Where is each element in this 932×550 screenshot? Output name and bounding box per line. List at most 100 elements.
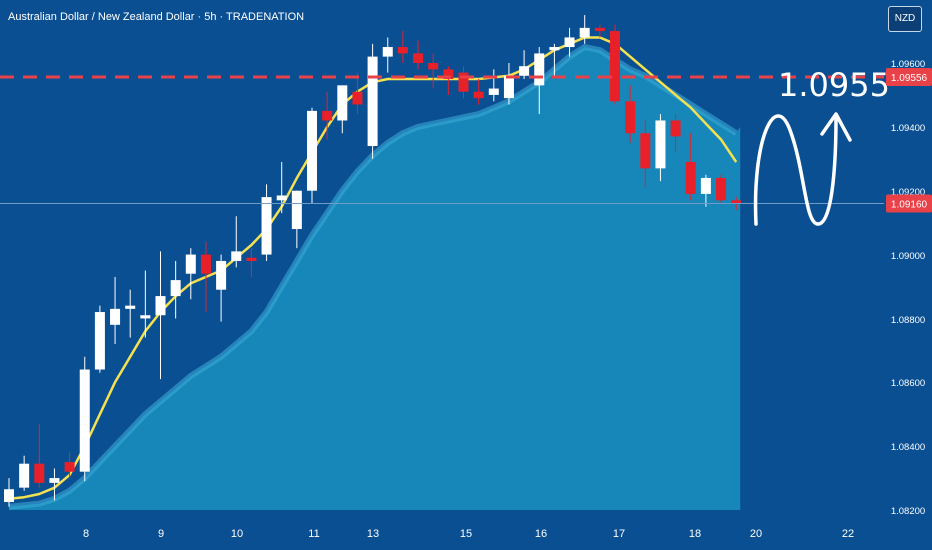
candle-body: [170, 280, 181, 297]
candle-body: [534, 53, 545, 86]
candle-body: [79, 369, 90, 472]
candle: [307, 107, 317, 204]
x-tick-label: 17: [613, 528, 625, 540]
overlay-layer: 1.0955: [0, 66, 890, 226]
candle: [200, 241, 211, 313]
x-tick-label: 20: [750, 528, 762, 540]
candle-body: [382, 47, 393, 57]
candle-body: [488, 88, 499, 95]
y-tick-label: 1.09200: [891, 187, 925, 198]
candle: [428, 53, 439, 89]
candle-body: [307, 110, 317, 191]
candle-layer: [4, 15, 742, 507]
target-price-tag: [886, 68, 932, 87]
candle-body: [125, 305, 136, 309]
candle-body: [519, 66, 530, 76]
candle: [716, 174, 727, 204]
y-tick-label: 1.08400: [891, 442, 925, 453]
candle: [94, 305, 105, 373]
candle: [125, 289, 136, 338]
y-tick-label: 1.08200: [891, 506, 925, 517]
candle: [216, 254, 227, 322]
candle: [367, 43, 378, 159]
candle: [19, 455, 30, 491]
candle-body: [64, 462, 75, 472]
candle: [140, 270, 151, 338]
candle-body: [231, 251, 242, 261]
candle-body: [261, 197, 272, 255]
candle-body: [291, 190, 302, 230]
candle-body: [94, 312, 105, 370]
candle-body: [716, 177, 727, 201]
candle: [685, 133, 696, 201]
candle: [49, 468, 60, 501]
candle: [640, 120, 651, 188]
target-price-tag-label: 1.09556: [891, 73, 928, 84]
candle-body: [367, 56, 378, 147]
candle-body: [473, 91, 484, 99]
x-tick-label: 15: [460, 528, 472, 540]
x-tick-label: 18: [689, 528, 701, 540]
candle: [155, 251, 166, 380]
candle-body: [276, 195, 287, 201]
x-tick-label: 8: [83, 528, 89, 540]
candle: [610, 24, 620, 105]
candle-body: [413, 53, 424, 63]
candle: [337, 85, 348, 134]
candle-body: [579, 27, 590, 38]
candle-body: [443, 69, 454, 79]
candle-body: [216, 260, 227, 290]
candle-body: [337, 85, 348, 121]
x-tick-label: 13: [367, 528, 379, 540]
candle-body: [670, 120, 681, 137]
currency-button[interactable]: NZD: [888, 6, 922, 32]
projection-path: [753, 114, 838, 226]
candle: [519, 50, 530, 79]
candle: [291, 190, 302, 249]
candle: [413, 40, 424, 70]
projection-arrowhead: [820, 112, 852, 142]
candle-body: [640, 133, 651, 169]
candle-body: [428, 63, 439, 70]
candle: [352, 72, 363, 115]
candle-body: [549, 47, 560, 51]
candle: [655, 114, 666, 182]
candle-body: [655, 120, 666, 169]
candle: [64, 452, 75, 479]
candle: [488, 69, 499, 102]
candle-body: [140, 315, 151, 319]
candle-body: [458, 72, 469, 92]
chart-title: Australian Dollar / New Zealand Dollar ·…: [8, 11, 305, 23]
candle-body: [625, 101, 636, 134]
candle-body: [185, 254, 196, 274]
candle-body: [34, 463, 45, 483]
candle: [4, 478, 14, 507]
y-tick-label: 1.09400: [891, 123, 925, 134]
candle: [397, 31, 408, 63]
candle-body: [4, 489, 14, 503]
candle-body: [49, 478, 60, 483]
x-tick-label: 16: [535, 528, 547, 540]
candle: [185, 248, 196, 300]
x-tick-label: 22: [842, 528, 854, 540]
price-axis-background: [884, 0, 932, 550]
candle-body: [200, 254, 211, 274]
candle-body: [110, 308, 121, 325]
candle: [34, 423, 45, 488]
candle: [170, 260, 181, 319]
y-tick-label: 1.09000: [891, 251, 925, 262]
candle-body: [503, 75, 514, 99]
candle: [261, 184, 272, 261]
candle-body: [700, 177, 711, 194]
current-price-tag: [886, 194, 932, 213]
candle-body: [352, 91, 363, 105]
candle-body: [685, 161, 696, 194]
candle: [246, 248, 257, 277]
candle: [594, 24, 605, 38]
candle: [458, 66, 469, 99]
target-label: 1.0955: [778, 66, 890, 104]
candle: [231, 216, 242, 268]
candle-body: [19, 463, 30, 488]
